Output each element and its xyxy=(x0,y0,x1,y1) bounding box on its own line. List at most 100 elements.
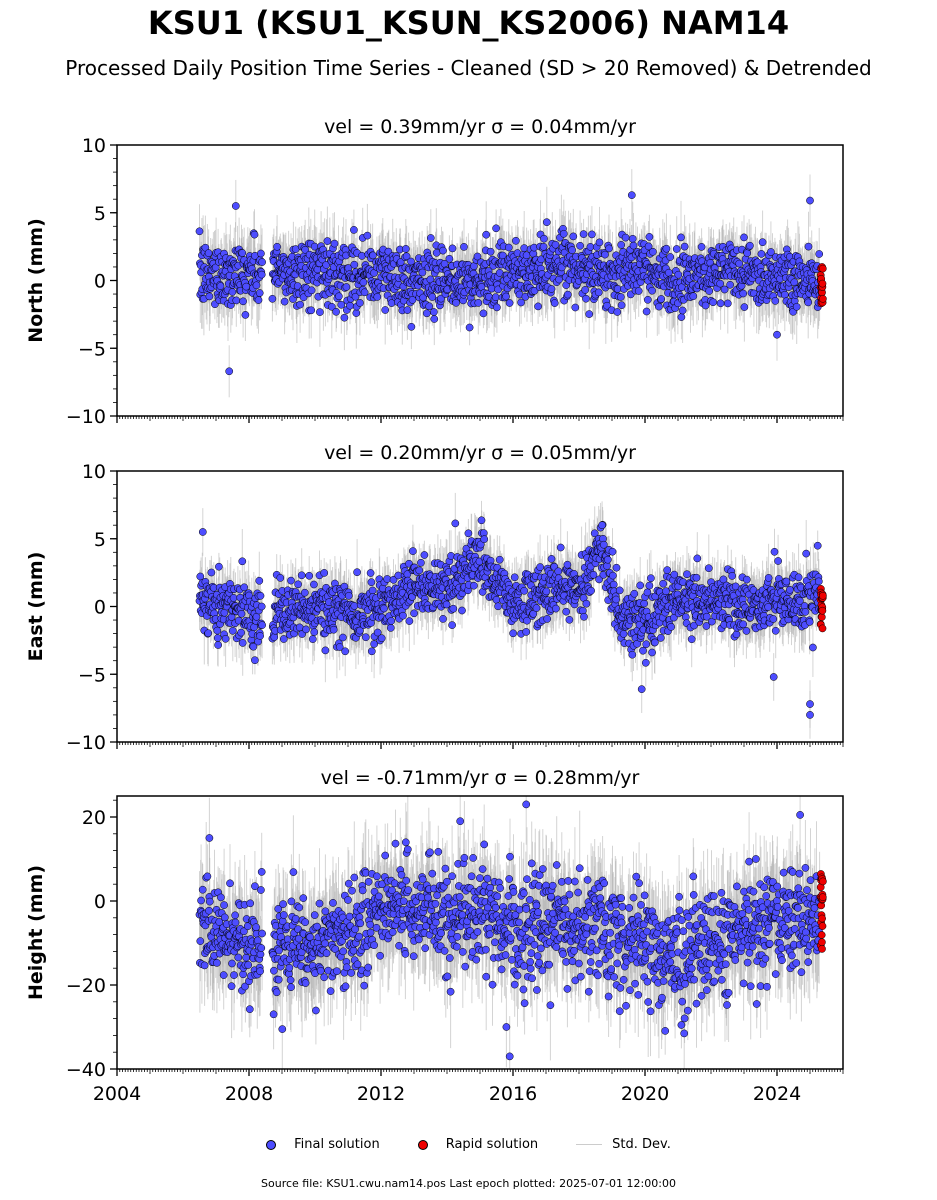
final-solution-point xyxy=(520,244,529,252)
final-solution-point xyxy=(360,288,369,297)
final-solution-point xyxy=(758,238,767,247)
final-solution-point xyxy=(743,249,752,257)
final-solution-point xyxy=(601,250,609,259)
final-solution-point xyxy=(551,240,560,249)
final-solution-point xyxy=(407,322,416,331)
final-solution-point xyxy=(605,244,613,253)
panel-north: −10 −5 0 5 10 vel = 0.39mm/yr σ = 0.04mm/yr No… xyxy=(25,116,844,428)
final-solution-point xyxy=(723,299,732,308)
final-solution-point xyxy=(381,306,390,314)
final-solution-point xyxy=(280,297,289,306)
final-solution-point xyxy=(767,248,775,256)
final-solution-point xyxy=(588,230,596,239)
final-solution-point xyxy=(672,245,681,253)
final-solution-points xyxy=(195,516,824,719)
final-solution-point xyxy=(621,233,630,242)
final-solution-point xyxy=(254,296,263,304)
final-solution-point xyxy=(296,300,304,309)
final-solution-point xyxy=(340,313,349,322)
y-tick-label: −10 xyxy=(66,406,106,428)
final-solution-point xyxy=(492,224,500,233)
final-solution-point xyxy=(342,283,351,291)
y-tick-label: 5 xyxy=(94,203,106,225)
final-solution-point xyxy=(678,306,687,315)
y-axis-label: North (mm) xyxy=(25,218,47,343)
final-solution-point xyxy=(550,299,559,307)
final-solution-point xyxy=(815,250,824,258)
final-solution-point xyxy=(644,242,653,251)
final-solution-point xyxy=(301,245,310,254)
final-solution-point xyxy=(716,299,725,308)
final-solution-point xyxy=(358,252,366,260)
final-solution-point xyxy=(735,259,744,268)
final-solution-point xyxy=(701,301,710,310)
final-solution-point xyxy=(771,297,780,305)
final-solution-point xyxy=(697,243,706,251)
final-solution-point xyxy=(739,289,748,298)
final-solution-point xyxy=(502,292,510,301)
final-solution-point xyxy=(666,253,675,261)
final-solution-point xyxy=(232,296,241,305)
chart-subtitle: Processed Daily Position Time Series - C… xyxy=(65,56,872,80)
final-solution-point xyxy=(634,287,643,295)
final-solution-point xyxy=(448,244,457,253)
final-solution-point xyxy=(255,289,264,297)
final-solution-point xyxy=(517,298,525,307)
final-solution-point xyxy=(346,301,354,310)
final-solution-point xyxy=(430,315,439,323)
final-solution-point xyxy=(356,299,364,307)
final-solution-point xyxy=(648,286,656,295)
rapid-solution-point xyxy=(818,264,827,273)
final-solution-point xyxy=(627,191,636,199)
final-solution-point xyxy=(239,297,247,306)
final-solution-point xyxy=(350,226,358,234)
final-solution-point xyxy=(327,302,336,311)
plot-area xyxy=(195,169,827,398)
final-solution-point xyxy=(547,285,556,293)
final-solution-point xyxy=(512,236,520,245)
final-solution-point xyxy=(205,292,214,301)
final-solution-point xyxy=(674,270,683,279)
final-solution-point xyxy=(571,303,580,312)
final-solution-point xyxy=(642,307,651,316)
final-solution-point xyxy=(322,261,331,269)
final-solution-point xyxy=(238,249,247,257)
final-solution-point xyxy=(493,303,501,312)
final-solution-point xyxy=(677,313,686,321)
final-solution-point xyxy=(273,242,281,251)
final-solution-point xyxy=(585,310,594,318)
final-solution-point xyxy=(216,282,225,290)
final-solution-point xyxy=(504,243,513,252)
final-solution-point xyxy=(645,233,654,241)
final-solution-point xyxy=(332,307,340,316)
final-solution-point xyxy=(563,290,572,299)
y-tick-label: 0 xyxy=(94,271,106,293)
final-solution-point xyxy=(806,196,814,205)
final-solution-point xyxy=(628,234,637,243)
final-solution-point xyxy=(705,287,714,295)
final-solution-point xyxy=(337,300,346,309)
final-solution-point xyxy=(351,292,360,301)
final-solution-point xyxy=(408,296,417,304)
final-solution-point xyxy=(629,241,638,250)
final-solution-point xyxy=(460,243,468,251)
final-solution-point xyxy=(250,230,259,239)
final-solution-point xyxy=(352,309,361,317)
final-solution-point xyxy=(323,237,332,245)
final-solution-point xyxy=(307,306,316,315)
rapid-solution-point xyxy=(818,279,827,288)
plot-area xyxy=(195,492,827,739)
final-solution-point xyxy=(231,202,240,210)
final-solution-point xyxy=(617,301,626,310)
final-solution-point xyxy=(740,303,749,311)
final-solution-point xyxy=(369,251,377,260)
final-solution-point xyxy=(582,294,590,303)
final-solution-point xyxy=(401,245,410,253)
final-solution-point xyxy=(335,292,343,301)
final-solution-point xyxy=(258,258,266,266)
final-solution-point xyxy=(792,302,801,311)
final-solution-point xyxy=(680,242,689,251)
final-solution-point xyxy=(359,278,368,287)
